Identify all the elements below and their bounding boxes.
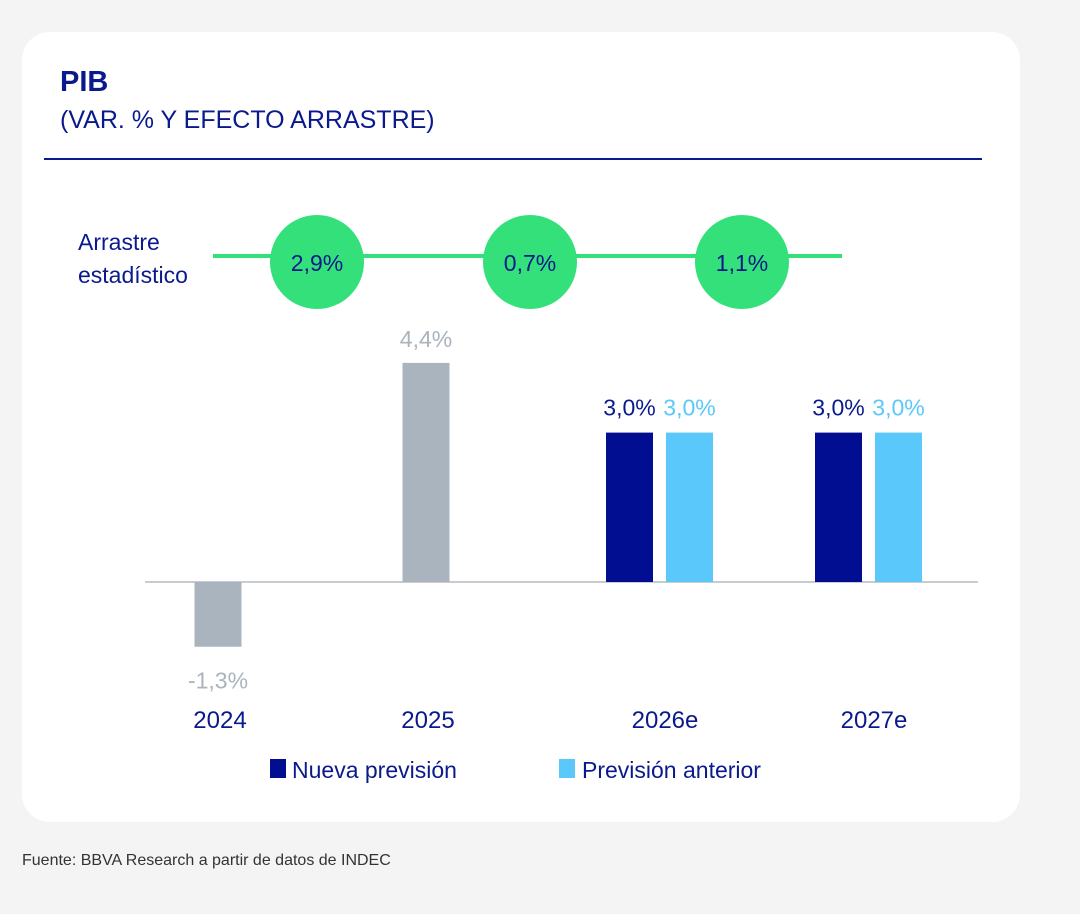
carryover-value-0: 2,9%	[291, 250, 343, 276]
data-label-historical-2025: 4,4%	[400, 326, 452, 352]
bar-historical-2024	[194, 582, 242, 647]
carryover-value-2: 1,1%	[716, 250, 768, 276]
bar-anterior-2026e	[666, 432, 713, 582]
carryover-label-line1: Arrastre	[78, 229, 160, 255]
bar-nueva-2026e	[606, 432, 653, 582]
chart-title: PIB	[60, 66, 109, 98]
source-note: Fuente: BBVA Research a partir de datos …	[22, 852, 391, 869]
data-label-nueva-2027e: 3,0%	[812, 395, 864, 421]
category-label-2025: 2025	[401, 707, 454, 734]
carryover-circle-2	[695, 215, 789, 309]
legend-swatch-nueva	[270, 759, 286, 778]
carryover-circle-0	[270, 215, 364, 309]
chart-card	[22, 32, 1020, 822]
bar-nueva-2027e	[815, 432, 862, 582]
legend-label-nueva: Nueva previsión	[292, 757, 457, 783]
carryover-value-1: 0,7%	[504, 250, 556, 276]
data-label-anterior-2027e: 3,0%	[872, 395, 924, 421]
category-label-2027e: 2027e	[841, 707, 908, 734]
category-label-2026e: 2026e	[632, 707, 699, 734]
data-label-historical-2024: -1,3%	[188, 668, 248, 694]
bar-anterior-2027e	[875, 432, 922, 582]
carryover-label-line2: estadístico	[78, 262, 188, 288]
data-label-anterior-2026e: 3,0%	[663, 395, 715, 421]
carryover-circle-1	[483, 215, 577, 309]
chart-subtitle: (VAR. % Y EFECTO ARRASTRE)	[60, 106, 435, 134]
data-label-nueva-2026e: 3,0%	[603, 395, 655, 421]
legend-label-anterior: Previsión anterior	[582, 757, 761, 783]
title-divider	[44, 158, 982, 160]
legend-swatch-anterior	[559, 759, 575, 778]
category-label-2024: 2024	[193, 707, 246, 734]
bar-historical-2025	[402, 362, 450, 582]
